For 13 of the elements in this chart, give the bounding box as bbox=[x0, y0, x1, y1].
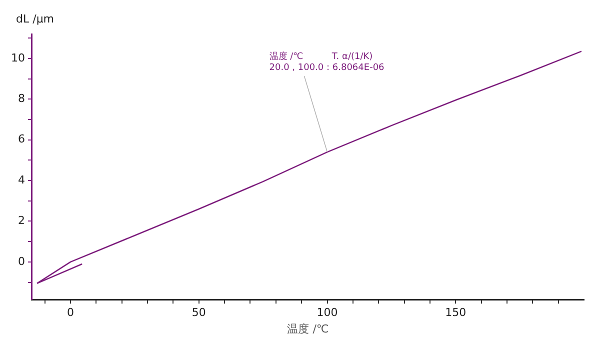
y-axis-title: dL /µm bbox=[16, 12, 54, 26]
y-tick-label: 10 bbox=[10, 51, 25, 64]
x-tick-label: 50 bbox=[192, 306, 206, 320]
x-tick-label: 150 bbox=[445, 306, 466, 320]
y-tick-label: 8 bbox=[18, 92, 25, 105]
y-tick-label: 4 bbox=[18, 173, 25, 186]
x-tick-label: 0 bbox=[67, 306, 74, 320]
y-tick-label: 6 bbox=[18, 132, 25, 146]
x-tick-label: 100 bbox=[316, 306, 338, 320]
x-axis-title: 温度 /℃ bbox=[287, 322, 329, 336]
y-tick-label: 0 bbox=[18, 254, 25, 268]
y-tick-label: 2 bbox=[18, 214, 25, 228]
annotation: 温度 /℃ T. α/(1/K) 20.0 , 100.0 : 6.8064E-06 bbox=[269, 50, 385, 73]
